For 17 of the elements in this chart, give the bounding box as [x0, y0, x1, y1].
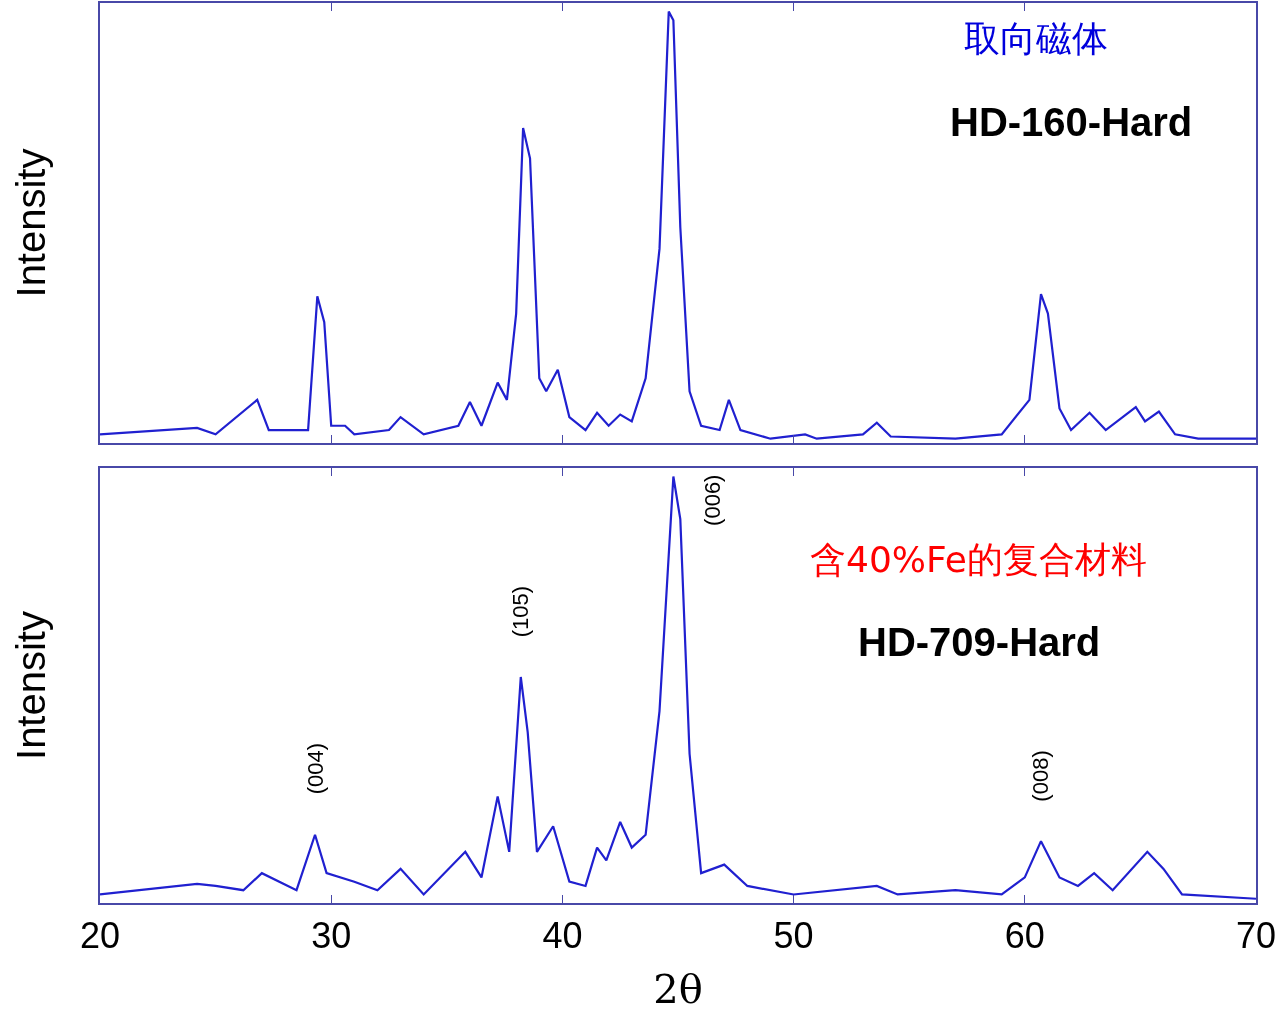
x-tick-label: 30 [311, 915, 352, 957]
annotation: HD-160-Hard [950, 100, 1193, 144]
x-tick-label: 60 [1004, 915, 1045, 957]
x-axis-title: 2θ [653, 966, 703, 1013]
x-tick-label: 20 [79, 915, 121, 957]
y-axis-title: Intensity [9, 611, 53, 760]
annotation: (008) [1028, 750, 1054, 802]
annotation: HD-709-Hard [858, 620, 1101, 664]
annotation: (004) [302, 742, 328, 795]
annotation: (006) [699, 474, 725, 526]
x-tick-label: 50 [773, 915, 814, 957]
annotation: 取向磁体 [964, 18, 1108, 59]
annotation: (105) [508, 585, 534, 638]
y-axis-title: Intensity [9, 148, 53, 298]
annotation: 含40%Fe的复合材料 [810, 539, 1147, 580]
x-tick-label: 40 [542, 915, 583, 957]
x-tick-label: 70 [1235, 915, 1277, 957]
